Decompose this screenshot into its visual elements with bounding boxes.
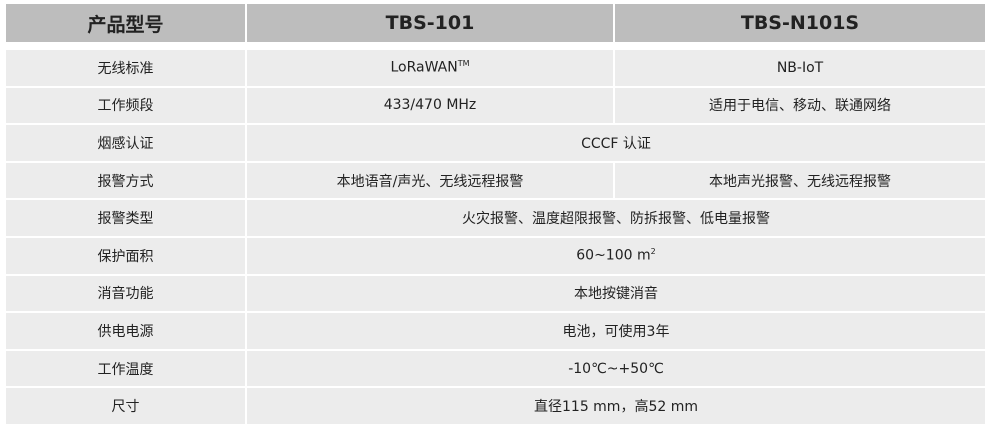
cell-both: CCCF 认证 xyxy=(247,125,985,161)
row-label: 消音功能 xyxy=(6,275,245,312)
header-label: 产品型号 xyxy=(6,4,245,42)
row-label: 无线标准 xyxy=(6,50,245,86)
cell-both: -10℃~+50℃ xyxy=(247,350,985,387)
cell-a: 433/470 MHz xyxy=(247,87,613,124)
table-row: 工作温度 -10℃~+50℃ xyxy=(6,350,985,387)
table-row: 供电电源 电池，可使用3年 xyxy=(6,313,985,349)
row-label: 烟感认证 xyxy=(6,125,245,161)
table-row: 报警方式 本地语音/声光、无线远程报警 本地声光报警、无线远程报警 xyxy=(6,162,985,199)
cell-b: 适用于电信、移动、联通网络 xyxy=(615,87,985,124)
spec-table: 产品型号 TBS-101 TBS-N101S 无线标准 LoRaWANTM NB… xyxy=(4,2,987,426)
cell-both: 直径115 mm，高52 mm xyxy=(247,388,985,424)
cell-a: 本地语音/声光、无线远程报警 xyxy=(247,162,613,199)
cell-text: 60~100 m xyxy=(576,248,651,265)
cell-both: 本地按键消音 xyxy=(247,275,985,312)
cell-text: LoRaWAN xyxy=(390,60,458,77)
cell-b: 本地声光报警、无线远程报警 xyxy=(615,162,985,199)
header-row: 产品型号 TBS-101 TBS-N101S xyxy=(6,4,985,42)
cell-both: 火灾报警、温度超限报警、防拆报警、低电量报警 xyxy=(247,200,985,236)
row-label: 保护面积 xyxy=(6,237,245,274)
row-label: 供电电源 xyxy=(6,313,245,349)
cell-both: 电池，可使用3年 xyxy=(247,313,985,349)
table-row: 消音功能 本地按键消音 xyxy=(6,275,985,312)
table-row: 烟感认证 CCCF 认证 xyxy=(6,125,985,161)
row-label: 尺寸 xyxy=(6,388,245,424)
cell-a: LoRaWANTM xyxy=(247,50,613,86)
cell-both: 60~100 m2 xyxy=(247,237,985,274)
row-label: 工作温度 xyxy=(6,350,245,387)
superscript: 2 xyxy=(650,247,656,257)
trademark: TM xyxy=(457,59,470,69)
row-label: 工作频段 xyxy=(6,87,245,124)
spacer xyxy=(6,44,985,48)
table-row: 尺寸 直径115 mm，高52 mm xyxy=(6,388,985,424)
row-label: 报警类型 xyxy=(6,200,245,236)
row-label: 报警方式 xyxy=(6,162,245,199)
table-row: 工作频段 433/470 MHz 适用于电信、移动、联通网络 xyxy=(6,87,985,124)
header-model-2: TBS-N101S xyxy=(615,4,985,42)
table-row: 保护面积 60~100 m2 xyxy=(6,237,985,274)
table-row: 报警类型 火灾报警、温度超限报警、防拆报警、低电量报警 xyxy=(6,200,985,236)
table-row: 无线标准 LoRaWANTM NB-IoT xyxy=(6,50,985,86)
cell-b: NB-IoT xyxy=(615,50,985,86)
header-model-1: TBS-101 xyxy=(247,4,613,42)
